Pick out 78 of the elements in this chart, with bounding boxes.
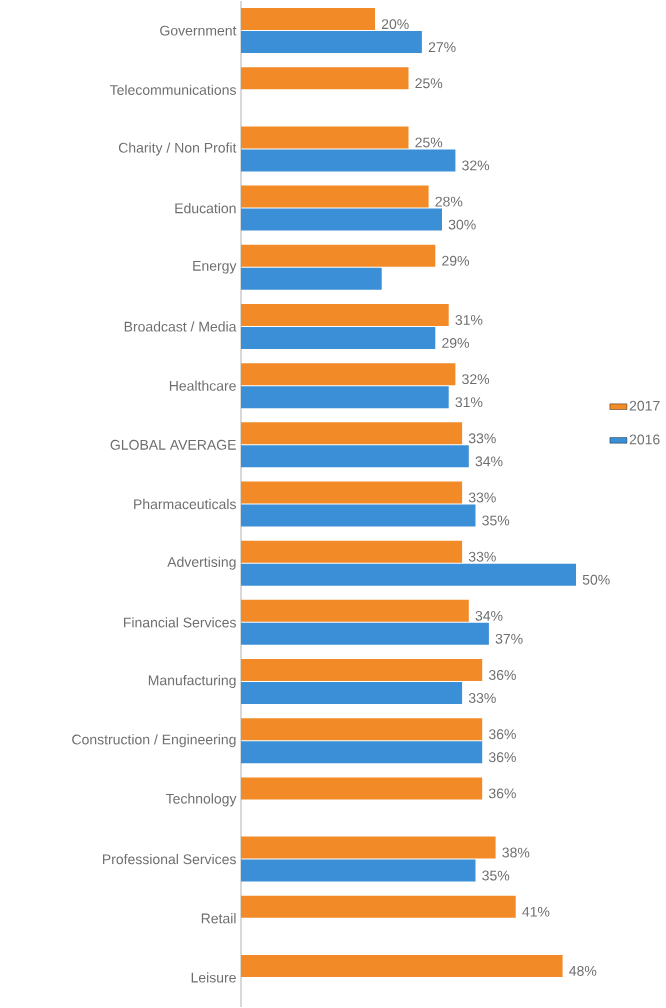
data-label: 41% [522,906,550,917]
bar [241,504,476,527]
bar [241,563,576,586]
y-tick-label: Pharmaceuticals [134,498,236,510]
data-label: 25% [415,137,443,148]
bar [241,445,469,468]
y-tick-label: Energy [193,261,237,274]
data-label: 36% [488,752,516,763]
y-tick-label: Financial Services [124,617,236,628]
data-label: 35% [482,870,510,881]
bar [241,422,463,445]
data-label: 31% [455,397,483,408]
data-label: 27% [428,42,456,53]
data-label: 33% [468,551,496,562]
data-label: 29% [442,255,470,266]
data-label: 25% [415,78,443,89]
bar [241,659,483,682]
y-tick-label: Charity / Non Profit [118,142,237,156]
data-label: 33% [468,693,496,703]
y-tick-label: Technology [165,793,237,807]
y-tick-label: Government [160,25,237,36]
data-label: 36% [488,788,516,799]
bar [241,540,463,563]
bar [241,859,476,882]
bar [241,326,436,349]
bar [241,303,449,326]
y-tick-label: Professional Services [103,853,236,865]
bar [241,718,483,741]
data-label: 28% [435,196,463,207]
data-label: 33% [468,433,496,444]
y-tick-label: Education [175,202,236,214]
bar [241,208,442,231]
bar [241,267,382,290]
bar [241,741,483,764]
bar [241,185,429,208]
y-tick-label: Construction / Engineering [72,734,236,748]
bar [241,31,422,54]
bar [241,244,436,267]
data-label: 36% [488,670,516,680]
y-tick-label: Leisure [191,972,236,983]
y-tick-label: Advertising [167,556,236,570]
data-label: 34% [475,610,503,621]
y-tick-label: Manufacturing [148,675,236,689]
bar [241,126,409,149]
y-tick-label: Broadcast / Media [124,321,237,332]
legend-label: 2017 [629,400,660,411]
data-label: 31% [455,315,483,325]
bar [241,67,409,90]
data-label: 50% [582,574,610,585]
data-label: 32% [462,374,490,385]
bar [241,682,463,705]
data-label: 32% [462,160,490,171]
data-label: 29% [442,338,470,348]
bar [241,622,489,645]
bar [241,149,456,172]
data-label: 38% [502,847,530,858]
y-tick-label: GLOBAL AVERAGE [110,439,236,450]
legend-label: 2016 [629,434,660,445]
bar [241,8,375,31]
data-label: 33% [468,492,496,503]
bar [241,363,456,386]
y-tick-label: Retail [201,913,236,924]
bar [241,954,563,977]
data-label: 35% [482,515,510,526]
bar [241,599,469,622]
y-tick-label: Telecommunications [109,84,236,95]
bar [241,481,463,504]
bar [241,836,496,859]
bar [241,386,449,409]
bar [241,895,516,918]
data-label: 36% [488,729,516,740]
data-label: 30% [448,219,476,230]
bar [241,777,483,800]
data-label: 48% [569,965,597,976]
data-label: 34% [475,456,503,467]
y-tick-label: Healthcare [169,380,236,391]
data-label: 20% [381,19,409,30]
data-label: 37% [495,633,523,644]
